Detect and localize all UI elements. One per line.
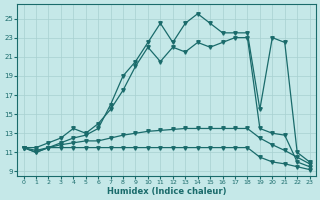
X-axis label: Humidex (Indice chaleur): Humidex (Indice chaleur) xyxy=(107,187,226,196)
